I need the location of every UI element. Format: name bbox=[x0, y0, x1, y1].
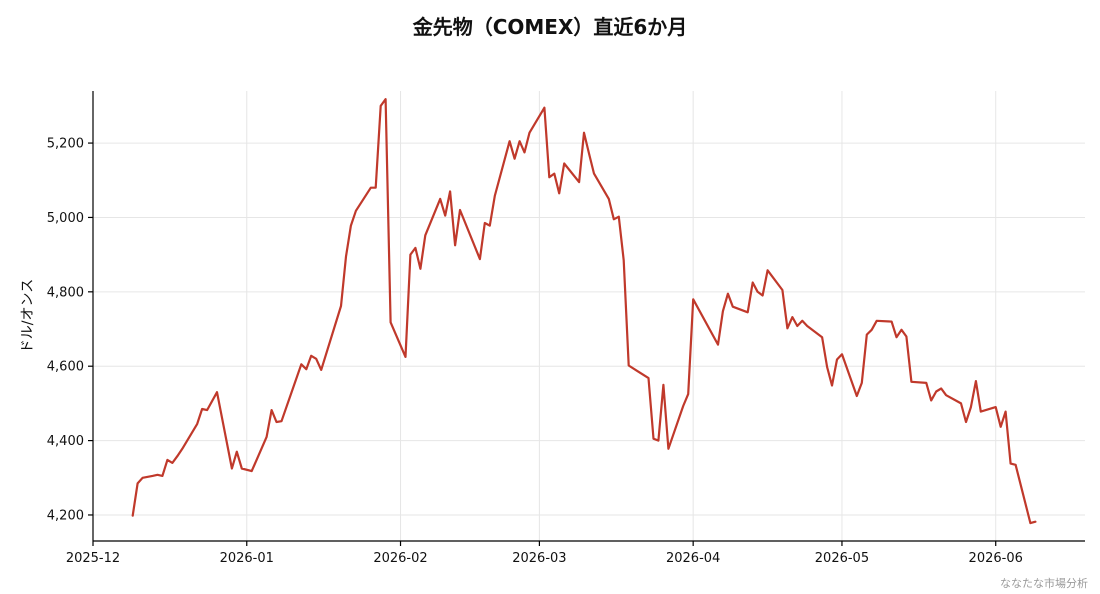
gold-price-line bbox=[131, 98, 1037, 525]
x-tick-label: 2026-01 bbox=[220, 551, 274, 566]
chart-title: 金先物（COMEX）直近6か月 bbox=[412, 15, 688, 39]
y-tick-label: 5,000 bbox=[47, 211, 84, 226]
y-tick-label: 4,400 bbox=[47, 434, 84, 449]
x-tick-label: 2025-12 bbox=[66, 551, 120, 566]
grid-lines bbox=[92, 91, 1085, 541]
x-tick-label: 2026-03 bbox=[512, 551, 566, 566]
y-tick-label: 4,200 bbox=[47, 508, 84, 523]
x-tick-label: 2026-06 bbox=[969, 551, 1023, 566]
x-tick-label: 2026-04 bbox=[666, 551, 720, 566]
y-axis-label: ドル/オンス bbox=[20, 279, 36, 353]
series-group bbox=[131, 98, 1037, 525]
x-axis-ticks: 2025-12 2026-01 2026-02 2026-03 2026-04 2026-… bbox=[66, 541, 1023, 566]
y-tick-label: 4,600 bbox=[47, 360, 84, 375]
watermark-text: ななたな市場分析 bbox=[1000, 576, 1088, 590]
x-tick-label: 2026-02 bbox=[373, 551, 427, 566]
y-axis-ticks: 4,200 4,400 4,600 4,800 5,000 5,200 bbox=[47, 137, 93, 523]
y-tick-label: 5,200 bbox=[47, 137, 84, 152]
x-tick-label: 2026-05 bbox=[815, 551, 869, 566]
y-tick-label: 4,800 bbox=[47, 285, 84, 300]
